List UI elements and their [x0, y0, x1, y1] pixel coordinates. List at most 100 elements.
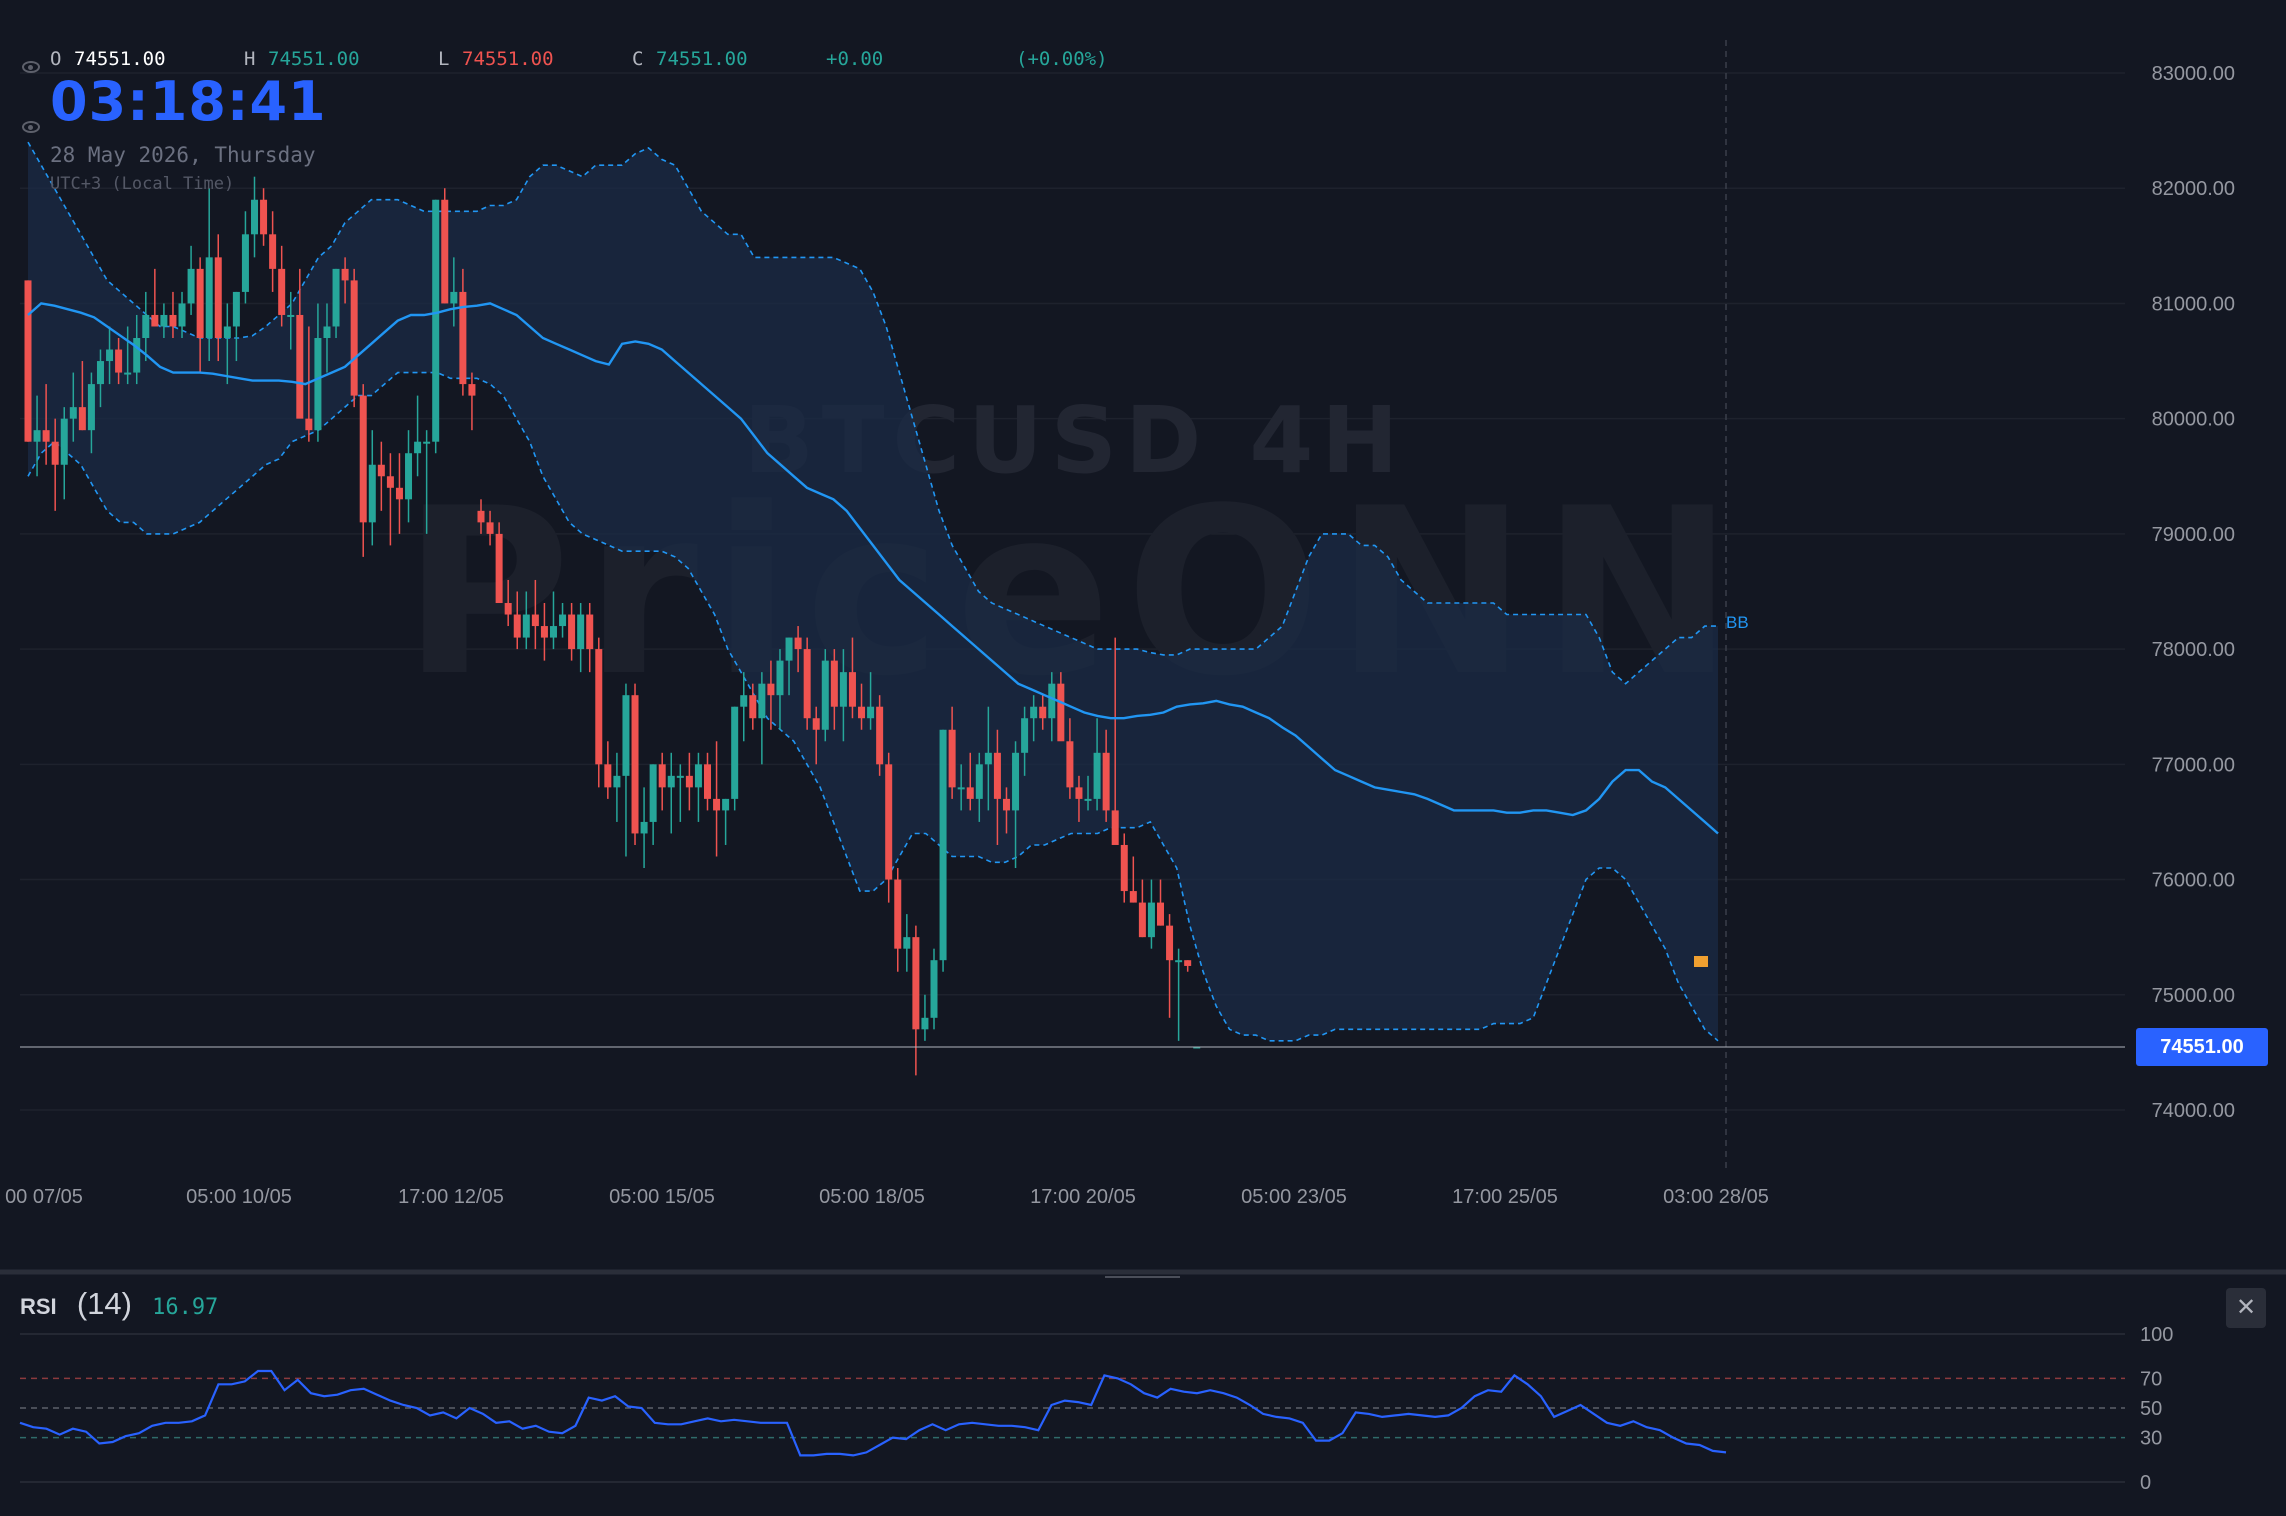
candle-body[interactable]: [613, 775, 621, 788]
candle-body[interactable]: [921, 1017, 929, 1030]
candle-body[interactable]: [1093, 752, 1101, 799]
candle-body[interactable]: [287, 314, 295, 317]
candle-body[interactable]: [812, 718, 820, 730]
eye-icon[interactable]: [22, 121, 40, 133]
candle-body[interactable]: [776, 660, 784, 696]
candle-body[interactable]: [1066, 741, 1074, 788]
candle-body[interactable]: [395, 487, 403, 500]
candle-body[interactable]: [821, 660, 829, 730]
candle-body[interactable]: [631, 695, 639, 834]
candle-body[interactable]: [1030, 706, 1038, 719]
candle-body[interactable]: [1184, 960, 1192, 966]
candle-body[interactable]: [414, 441, 422, 454]
candle-body[interactable]: [876, 706, 884, 765]
price-axis[interactable]: 83000.00 82000.00 81000.00 80000.00 79000.00…: [2152, 63, 2235, 1122]
candle-body[interactable]: [640, 821, 648, 834]
candle-body[interactable]: [948, 729, 956, 788]
candle-body[interactable]: [1075, 787, 1083, 799]
candle-body[interactable]: [350, 280, 358, 396]
candle-body[interactable]: [332, 268, 340, 327]
candle-body[interactable]: [1129, 891, 1137, 903]
candle-body[interactable]: [115, 349, 123, 373]
candle-body[interactable]: [722, 798, 730, 811]
candle-body[interactable]: [522, 614, 530, 638]
candle-body[interactable]: [858, 706, 866, 719]
candle-body[interactable]: [848, 672, 856, 707]
candle-body[interactable]: [106, 349, 114, 362]
candle-body[interactable]: [468, 384, 476, 396]
candles[interactable]: [24, 176, 1201, 1076]
candle-body[interactable]: [178, 303, 186, 327]
candle-body[interactable]: [767, 683, 775, 696]
candle-body[interactable]: [495, 533, 503, 604]
candle-body[interactable]: [69, 407, 77, 419]
candle-body[interactable]: [205, 257, 213, 339]
candle-body[interactable]: [803, 649, 811, 719]
candle-body[interactable]: [423, 441, 431, 444]
candle-body[interactable]: [450, 291, 458, 304]
candle-body[interactable]: [531, 614, 539, 627]
candle-body[interactable]: [540, 626, 548, 638]
candle-body[interactable]: [966, 787, 974, 799]
candle-body[interactable]: [1102, 752, 1110, 811]
candle-body[interactable]: [740, 695, 748, 707]
candle-body[interactable]: [830, 660, 838, 707]
candle-body[interactable]: [368, 464, 376, 523]
candle-body[interactable]: [794, 637, 802, 650]
candle-body[interactable]: [939, 729, 947, 961]
candle-body[interactable]: [1166, 925, 1174, 961]
candle-body[interactable]: [405, 453, 413, 500]
candle-body[interactable]: [1084, 798, 1092, 801]
candle-body[interactable]: [323, 326, 331, 339]
candle-body[interactable]: [649, 764, 657, 822]
candle-body[interactable]: [1048, 683, 1056, 719]
candle-body[interactable]: [885, 764, 893, 880]
candle-body[interactable]: [96, 361, 104, 385]
candle-body[interactable]: [1057, 683, 1065, 742]
candle-body[interactable]: [1120, 844, 1128, 892]
time-axis[interactable]: 00 07/05 05:00 10/05 17:00 12/05 05:00 15/0…: [5, 1186, 1769, 1208]
candle-body[interactable]: [559, 614, 567, 627]
candle-body[interactable]: [151, 314, 159, 327]
candle-body[interactable]: [685, 775, 693, 788]
candle-body[interactable]: [124, 372, 132, 375]
candle-body[interactable]: [930, 960, 938, 1018]
candle-body[interactable]: [676, 775, 684, 778]
candle-body[interactable]: [1175, 960, 1183, 963]
candle-body[interactable]: [903, 937, 911, 949]
candle-body[interactable]: [341, 268, 349, 281]
candle-body[interactable]: [867, 706, 875, 719]
candle-body[interactable]: [386, 476, 394, 488]
candle-body[interactable]: [223, 326, 231, 339]
candle-body[interactable]: [1147, 902, 1155, 938]
candle-body[interactable]: [486, 522, 494, 534]
candle-body[interactable]: [241, 234, 249, 292]
candle-body[interactable]: [1002, 798, 1010, 811]
candle-body[interactable]: [432, 199, 440, 442]
candle-body[interactable]: [477, 510, 485, 523]
candle-body[interactable]: [377, 464, 385, 477]
candle-body[interactable]: [78, 407, 86, 431]
candle-body[interactable]: [441, 199, 449, 304]
candle-body[interactable]: [314, 338, 322, 431]
candle-body[interactable]: [758, 683, 766, 719]
candle-body[interactable]: [232, 291, 240, 327]
candle-body[interactable]: [513, 614, 521, 638]
candle-body[interactable]: [1111, 810, 1119, 845]
candle-body[interactable]: [604, 764, 612, 788]
candle-body[interactable]: [87, 384, 95, 431]
candle-body[interactable]: [60, 418, 68, 465]
candle-body[interactable]: [667, 775, 675, 788]
candle-body[interactable]: [1157, 902, 1164, 926]
candle-body[interactable]: [704, 764, 711, 799]
eye-icon[interactable]: [22, 61, 40, 73]
candle-body[interactable]: [1021, 718, 1029, 753]
candle-body[interactable]: [912, 937, 920, 1030]
candle-body[interactable]: [586, 614, 594, 650]
candle-body[interactable]: [459, 291, 467, 385]
candle-body[interactable]: [731, 706, 739, 799]
candle-body[interactable]: [993, 752, 1001, 799]
candle-body[interactable]: [251, 199, 258, 235]
candle-body[interactable]: [749, 695, 757, 719]
